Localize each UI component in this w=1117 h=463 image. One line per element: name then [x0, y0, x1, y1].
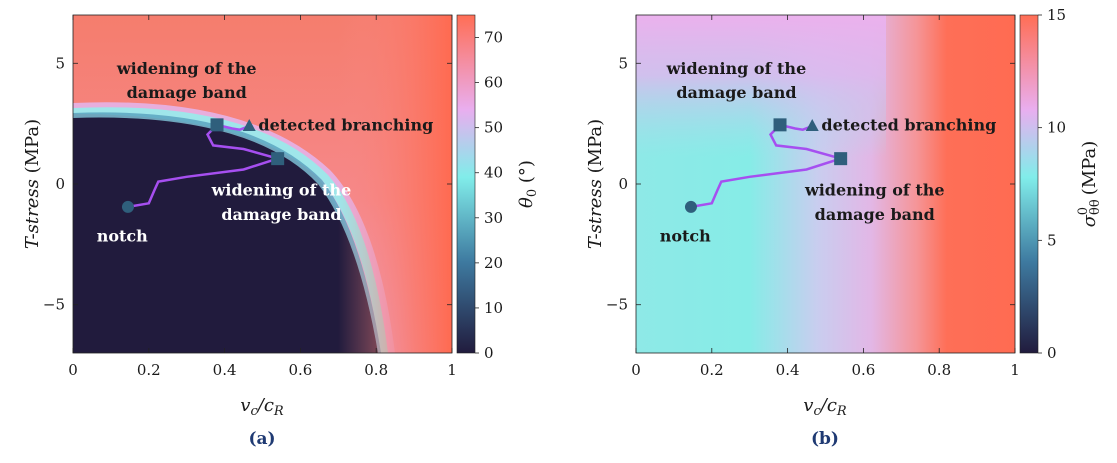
y-tick-label: −5	[606, 296, 628, 314]
colorbar-a	[456, 14, 476, 354]
marker-notch-b	[684, 200, 697, 213]
x-tick-label: 0	[68, 361, 78, 379]
x-tick-label: 0.4	[213, 361, 237, 379]
annotation-a-0: widening of the	[116, 59, 257, 78]
colorbar-tick-label: 30	[484, 209, 503, 227]
crack-path-b	[690, 123, 846, 209]
colorbar-tick-label: 0	[484, 344, 494, 362]
x-tick-label: 0.8	[364, 361, 388, 379]
annotation-a-1: damage band	[127, 83, 247, 102]
x-tick-label: 1	[1010, 361, 1020, 379]
crack-path-a	[127, 123, 283, 209]
panel-b: widening of the damage band detected branc…	[585, 6, 1103, 449]
colorbar-tick-label: 20	[484, 254, 503, 272]
x-tick-label: 1	[447, 361, 457, 379]
colorbar-label-b: σθθ0 (MPa)	[1076, 141, 1103, 227]
colorbar-ticks-b: 0 5 10 15	[1038, 6, 1066, 362]
annotations-b: widening of the damage band detected branc…	[660, 59, 997, 246]
marker-branching-b	[805, 119, 819, 132]
colorbar-tick-label: 10	[484, 299, 503, 317]
marker-widening-2-a	[210, 118, 224, 132]
x-tick-label: 0.4	[776, 361, 800, 379]
x-tick-label: 0.6	[288, 361, 312, 379]
annotation-b-2: detected branching	[821, 116, 996, 135]
marker-widening-2-b	[773, 118, 787, 132]
annotation-b-3: widening of the	[804, 181, 945, 200]
x-tick-label: 0.8	[927, 361, 951, 379]
y-ticks-b: −5 0 5	[606, 54, 1015, 314]
y-tick-label: 5	[55, 54, 65, 72]
colorbar-b	[1019, 14, 1039, 354]
annotation-b-0: widening of the	[666, 59, 807, 78]
heatmap-a	[73, 15, 452, 353]
colorbar-tick-label: 0	[1047, 344, 1057, 362]
x-tick-label: 0.2	[700, 361, 724, 379]
annotation-b-1: damage band	[676, 83, 796, 102]
x-tick-label: 0.6	[851, 361, 875, 379]
colorbar-tick-label: 40	[484, 164, 503, 182]
x-tick-label: 0	[631, 361, 641, 379]
colorbar-tick-label: 10	[1047, 119, 1066, 137]
markers-a	[121, 118, 285, 213]
panel-label-a: (a)	[248, 429, 275, 449]
x-axis-label-b: vc/cR	[803, 395, 847, 419]
y-tick-label: −5	[43, 296, 65, 314]
marker-widening-1-b	[834, 152, 848, 166]
y-tick-label: 0	[55, 175, 65, 193]
y-tick-label: 0	[618, 175, 628, 193]
heatmap-b	[636, 15, 1015, 353]
x-ticks-b: 0 0.2 0.4 0.6 0.8 1	[631, 15, 1020, 379]
colorbar-tick-label: 60	[484, 74, 503, 92]
y-ticks-a: −5 0 5	[43, 54, 452, 314]
colorbar-tick-label: 15	[1047, 6, 1066, 24]
marker-widening-1-a	[271, 152, 285, 166]
x-ticks-a: 0 0.2 0.4 0.6 0.8 1	[68, 15, 457, 379]
annotations-a: widening of the damage band detected branc…	[97, 59, 434, 246]
heatmap-a-right-band	[73, 15, 452, 353]
annotation-b-5: notch	[660, 227, 711, 246]
markers-b	[684, 118, 848, 213]
panel-a: widening of the damage band detected branc…	[22, 14, 540, 449]
marker-notch-a	[121, 200, 134, 213]
y-tick-label: 5	[618, 54, 628, 72]
y-axis-label-b: T-stress (MPa)	[585, 119, 606, 249]
x-axis-label-a: vc/cR	[240, 395, 284, 419]
heatmap-b-top-fade	[636, 15, 886, 353]
y-axis-label-a: T-stress (MPa)	[22, 119, 43, 249]
annotation-a-3: widening of the	[211, 181, 352, 200]
colorbar-tick-label: 70	[484, 29, 503, 47]
colorbar-tick-label: 5	[1047, 231, 1057, 249]
colorbar-tick-label: 50	[484, 119, 503, 137]
annotation-a-4: damage band	[221, 205, 341, 224]
marker-branching-a	[242, 119, 256, 132]
annotation-a-2: detected branching	[258, 116, 433, 135]
annotation-a-5: notch	[97, 227, 148, 246]
annotation-b-4: damage band	[815, 205, 935, 224]
x-tick-label: 0.2	[137, 361, 161, 379]
colorbar-ticks-a: 0 10 20 30 40 50 60 70	[475, 29, 503, 362]
colorbar-label-a: θ0 (°)	[516, 160, 540, 208]
panel-label-b: (b)	[811, 429, 839, 449]
